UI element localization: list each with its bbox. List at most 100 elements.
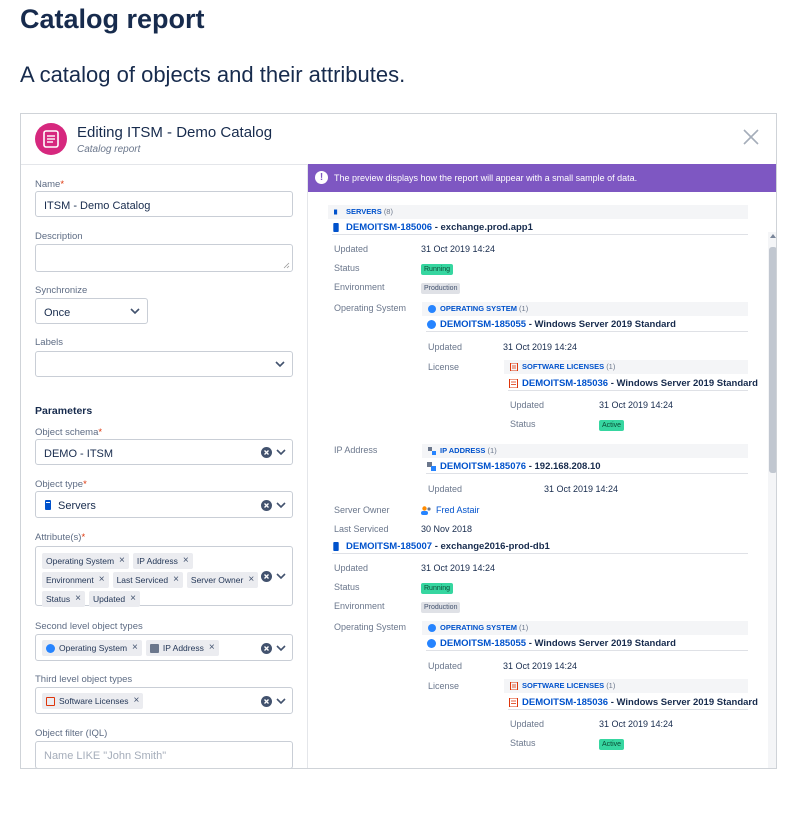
clear-icon[interactable] [261, 499, 272, 511]
attr-label-updated: Updated [510, 400, 545, 410]
tag-chip: Operating System × [42, 553, 129, 569]
remove-tag-icon[interactable]: × [119, 555, 125, 566]
tag-label: Updated [92, 594, 126, 604]
os-group-header: OPERATING SYSTEM (1) [422, 302, 748, 316]
attr-value-serviced: 30 Nov 2018 [421, 524, 473, 534]
chevron-down-icon[interactable] [276, 697, 286, 705]
close-icon[interactable] [742, 128, 760, 146]
os-icon [427, 320, 436, 329]
object-row-license[interactable]: DEMOITSM-185036 - Windows Server 2019 St… [508, 695, 758, 710]
synchronize-select[interactable]: Once [35, 298, 148, 324]
schema-label: Object schema* [35, 427, 103, 438]
remove-tag-icon[interactable]: × [132, 642, 138, 653]
tag-chip: Status × [42, 591, 85, 607]
chevron-down-icon[interactable] [276, 644, 286, 652]
labels-label: Labels [35, 337, 63, 348]
remove-tag-icon[interactable]: × [173, 574, 179, 585]
chevron-down-icon[interactable] [276, 448, 286, 456]
status-badge: Running [421, 264, 454, 275]
attr-label-serviced: Last Serviced [334, 524, 389, 534]
attr-label-updated: Updated [510, 719, 545, 729]
tag-label: Software Licenses [59, 696, 129, 706]
object-row-server-2[interactable]: DEMOITSM-185007 - exchange2016-prod-db1 [332, 539, 748, 554]
dialog-title: Editing ITSM - Demo Catalog [77, 124, 273, 141]
tag-chip: Last Serviced × [112, 572, 183, 588]
chevron-down-icon[interactable] [276, 572, 286, 580]
object-type-select[interactable]: Servers [35, 491, 293, 518]
servers-group-header: SERVERS (8) [328, 205, 748, 219]
report-preview: SERVERS (8) DEMOITSM-185006 - exchange.p… [308, 192, 776, 768]
attr-label-ip: IP Address [334, 445, 378, 455]
preview-panel: ! The preview displays how the report wi… [307, 164, 776, 768]
attr-value-updated: 31 Oct 2019 14:24 [544, 484, 619, 494]
os-icon [427, 639, 436, 648]
remove-tag-icon[interactable]: × [75, 593, 81, 604]
network-icon [427, 462, 436, 471]
object-row-license[interactable]: DEMOITSM-185036 - Windows Server 2019 St… [508, 376, 758, 391]
os-icon [428, 624, 436, 632]
second-level-multiselect[interactable]: Operating System × IP Address × [35, 634, 293, 661]
labels-select[interactable] [35, 351, 293, 377]
info-banner: ! The preview displays how the report wi… [308, 164, 776, 192]
page-subtitle: A catalog of objects and their attribute… [20, 62, 406, 87]
tag-chip: Software Licenses × [42, 693, 144, 709]
remove-tag-icon[interactable]: × [208, 642, 215, 653]
attr-label-updated: Updated [428, 661, 463, 671]
ip-group-header: IP ADDRESS (1) [422, 444, 748, 458]
attr-label-updated: Updated [334, 244, 369, 254]
schema-value: DEMO - ITSM [44, 448, 114, 460]
description-textarea[interactable] [35, 244, 293, 272]
tag-label: IP Address [162, 643, 204, 653]
second-level-tags: Operating System × IP Address × [42, 640, 266, 659]
remove-tag-icon[interactable]: × [98, 574, 105, 585]
scrollbar[interactable] [768, 232, 776, 768]
resize-handle-icon[interactable] [283, 262, 290, 269]
remove-tag-icon[interactable]: × [133, 695, 140, 706]
status-badge: Active [599, 420, 625, 431]
clear-icon[interactable] [261, 695, 272, 707]
object-key[interactable]: DEMOITSM-185006 [346, 222, 433, 233]
object-key[interactable]: DEMOITSM-185007 [346, 541, 433, 552]
object-row-server-1[interactable]: DEMOITSM-185006 - exchange.prod.app1 [332, 220, 748, 235]
scroll-up-arrow-icon[interactable] [770, 234, 776, 238]
info-icon: ! [315, 171, 328, 184]
edit-report-dialog: Editing ITSM - Demo Catalog Catalog repo… [20, 113, 777, 769]
object-row-os[interactable]: DEMOITSM-185055 - Windows Server 2019 St… [426, 317, 748, 332]
object-schema-select[interactable]: DEMO - ITSM [35, 439, 293, 465]
attributes-multiselect[interactable]: Operating System × IP Address × Environment ×… [35, 546, 293, 607]
scrollbar-thumb[interactable] [769, 247, 776, 473]
clear-icon[interactable] [261, 571, 272, 582]
os-group-header: OPERATING SYSTEM (1) [422, 621, 748, 635]
page-title: Catalog report [20, 4, 205, 34]
synchronize-label: Synchronize [35, 285, 88, 296]
server-owner-link[interactable]: Fred Astair [436, 505, 480, 515]
name-value: ITSM - Demo Catalog [44, 200, 151, 212]
remove-tag-icon[interactable]: × [130, 593, 136, 604]
tag-chip: IP Address × [132, 553, 193, 569]
network-icon [428, 447, 436, 455]
server-icon [333, 223, 339, 232]
tag-label: Last Serviced [116, 575, 169, 585]
tag-label: Operating System [46, 556, 115, 566]
object-filter-input[interactable]: Name LIKE "John Smith" [35, 741, 293, 768]
attr-value-updated: 31 Oct 2019 14:24 [599, 400, 674, 410]
chevron-down-icon [275, 361, 285, 368]
attr-value-updated: 31 Oct 2019 14:24 [421, 244, 496, 254]
remove-tag-icon[interactable]: × [182, 555, 189, 566]
attr-label-status: Status [510, 738, 536, 748]
license-icon [510, 363, 518, 371]
synchronize-value: Once [44, 307, 71, 319]
license-icon [510, 682, 518, 690]
clear-icon[interactable] [261, 447, 272, 458]
name-input[interactable]: ITSM - Demo Catalog [35, 191, 293, 217]
dialog-subtitle: Catalog report [77, 144, 141, 155]
attributes-label: Attribute(s)* [35, 532, 86, 543]
license-icon [509, 698, 518, 707]
remove-tag-icon[interactable]: × [248, 574, 255, 585]
object-row-ip[interactable]: DEMOITSM-185076 - 192.168.208.10 [426, 459, 748, 474]
third-level-multiselect[interactable]: Software Licenses × [35, 687, 293, 714]
chevron-down-icon[interactable] [276, 501, 286, 509]
attr-label-owner: Server Owner [334, 505, 390, 515]
clear-icon[interactable] [261, 642, 272, 654]
object-row-os[interactable]: DEMOITSM-185055 - Windows Server 2019 St… [426, 636, 748, 651]
